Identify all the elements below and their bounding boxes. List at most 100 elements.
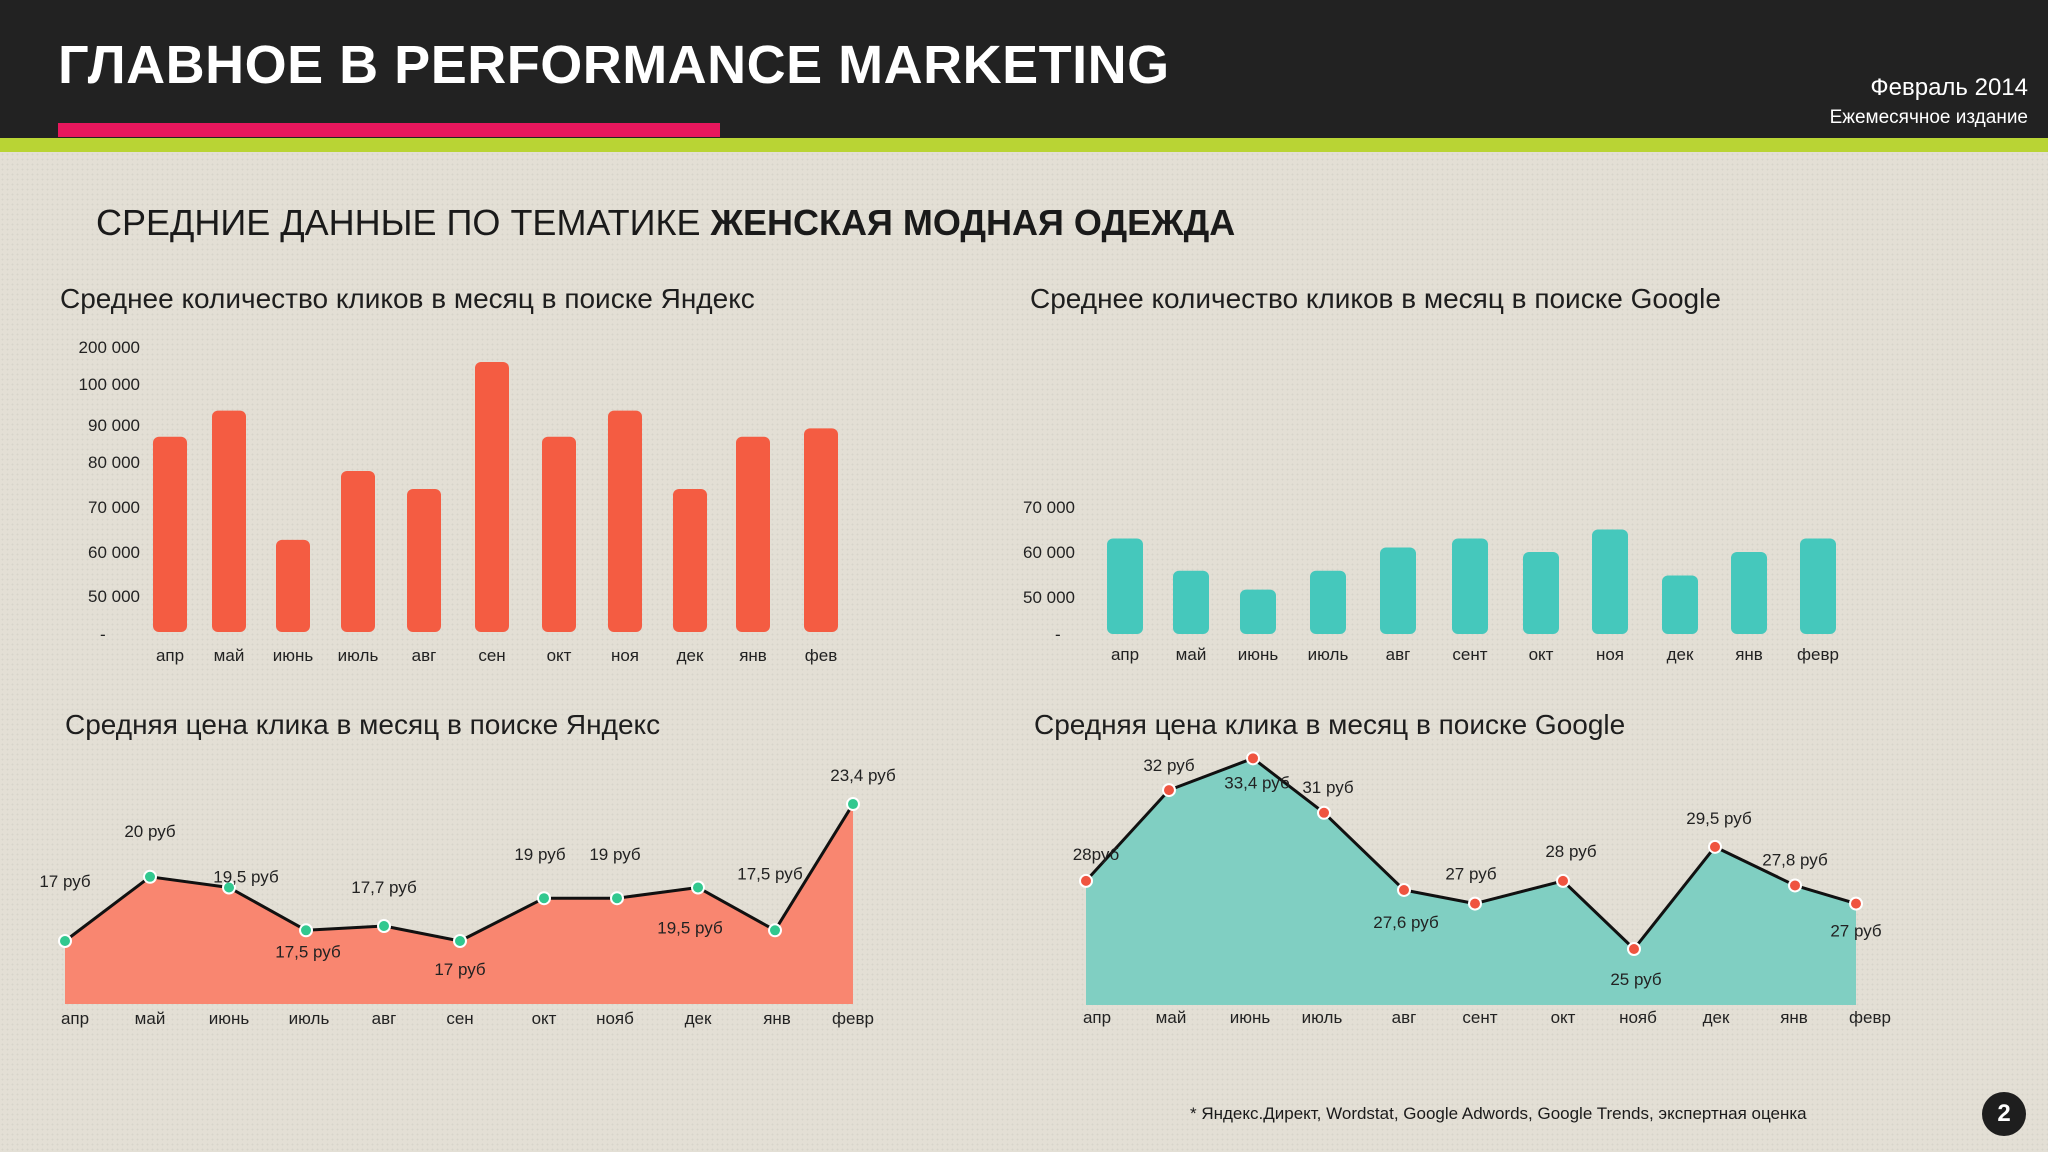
x-tick-label: май bbox=[1176, 645, 1207, 664]
x-tick-label: фев bbox=[805, 646, 837, 665]
bar bbox=[1173, 570, 1209, 634]
x-tick-label: апр bbox=[61, 1009, 89, 1028]
data-label: 19 руб bbox=[514, 845, 566, 864]
x-tick-label: сент bbox=[1452, 645, 1487, 664]
data-point bbox=[1849, 896, 1863, 911]
bar bbox=[153, 436, 187, 632]
data-point bbox=[222, 880, 236, 895]
x-tick-label: май bbox=[1156, 1008, 1187, 1027]
bar bbox=[1523, 552, 1559, 634]
x-tick-label: окт bbox=[1529, 645, 1554, 664]
x-tick-label: апр bbox=[1111, 645, 1139, 664]
x-tick-label: май bbox=[135, 1009, 166, 1028]
bar bbox=[1310, 570, 1346, 634]
data-label: 17,5 руб bbox=[737, 864, 803, 883]
bar bbox=[1592, 529, 1628, 634]
y-tick-label: 60 000 bbox=[88, 543, 140, 562]
y-tick-label: 80 000 bbox=[88, 453, 140, 472]
data-point bbox=[1627, 942, 1641, 956]
x-tick-label: сен bbox=[478, 646, 505, 665]
data-label: 29,5 руб bbox=[1686, 809, 1752, 828]
data-label: 19,5 руб bbox=[213, 868, 279, 887]
data-point bbox=[58, 934, 72, 948]
yandex-cpc-title: Средняя цена клика в месяц в поиске Янде… bbox=[65, 709, 661, 740]
x-tick-label: май bbox=[214, 646, 245, 665]
header-bar: ГЛАВНОЕ В PERFORMANCE MARKETING Февраль … bbox=[0, 0, 2048, 138]
data-label: 28 руб bbox=[1545, 842, 1597, 861]
bar bbox=[1731, 552, 1767, 634]
data-point bbox=[1556, 873, 1570, 888]
data-label: 28руб bbox=[1073, 845, 1120, 864]
bar bbox=[804, 428, 838, 632]
x-tick-label: окт bbox=[547, 646, 572, 665]
sources-footnote: * Яндекс.Директ, Wordstat, Google Adword… bbox=[1190, 1104, 1807, 1123]
bar bbox=[1240, 589, 1276, 634]
data-point bbox=[691, 880, 705, 895]
data-label: 27 руб bbox=[1830, 922, 1882, 941]
data-label: 27,6 руб bbox=[1373, 913, 1439, 932]
data-label: 17,5 руб bbox=[275, 942, 341, 961]
data-point bbox=[1317, 805, 1331, 820]
data-label: 33,4 руб bbox=[1224, 773, 1290, 792]
section-heading-regular: СРЕДНИЕ ДАННЫЕ ПО ТЕМАТИКЕ bbox=[96, 202, 711, 243]
bar bbox=[407, 489, 441, 632]
bar bbox=[475, 362, 509, 632]
section-heading-bold: ЖЕНСКАЯ МОДНАЯ ОДЕЖДА bbox=[710, 202, 1236, 243]
x-tick-label: янв bbox=[763, 1009, 791, 1028]
data-point bbox=[1468, 896, 1482, 911]
x-tick-label: окт bbox=[532, 1009, 557, 1028]
x-tick-label: июль bbox=[1308, 645, 1349, 664]
bar bbox=[1452, 538, 1488, 634]
data-label: 20 руб bbox=[124, 822, 176, 841]
data-point bbox=[610, 891, 624, 906]
x-tick-label: дек bbox=[685, 1009, 712, 1028]
data-point bbox=[537, 891, 551, 906]
y-tick-label: 50 000 bbox=[1023, 588, 1075, 607]
bar bbox=[1380, 547, 1416, 634]
title-accent-bar bbox=[58, 123, 720, 137]
section-heading: СРЕДНИЕ ДАННЫЕ ПО ТЕМАТИКЕ ЖЕНСКАЯ МОДНА… bbox=[96, 202, 1235, 244]
issue-type: Ежемесячное издание bbox=[1829, 107, 2028, 128]
data-label: 19 руб bbox=[589, 845, 641, 864]
x-tick-label: апр bbox=[156, 646, 184, 665]
data-label: 17,7 руб bbox=[351, 878, 417, 897]
bar bbox=[673, 489, 707, 632]
google-cpc-title: Средняя цена клика в месяц в поиске Goog… bbox=[1034, 709, 1626, 740]
page-title: ГЛАВНОЕ В PERFORMANCE MARKETING bbox=[58, 35, 1170, 95]
x-tick-label: дек bbox=[677, 646, 704, 665]
x-tick-label: дек bbox=[1667, 645, 1694, 664]
google-clicks-title: Среднее количество кликов в месяц в поис… bbox=[1030, 283, 1721, 314]
x-tick-label: нояб bbox=[596, 1009, 634, 1028]
page-number-badge: 2 bbox=[1982, 1092, 2026, 1136]
y-tick-label: 200 000 bbox=[79, 338, 140, 357]
data-point bbox=[143, 869, 157, 884]
data-label: 19,5 руб bbox=[657, 919, 723, 938]
x-tick-label: июль bbox=[1302, 1008, 1343, 1027]
bar bbox=[276, 539, 310, 632]
x-tick-label: авг bbox=[372, 1009, 397, 1028]
x-tick-label: февр bbox=[1797, 645, 1839, 664]
data-label: 23,4 руб bbox=[830, 766, 896, 785]
bar bbox=[1662, 575, 1698, 634]
x-tick-label: июнь bbox=[209, 1009, 250, 1028]
data-label: 25 руб bbox=[1610, 970, 1662, 989]
issue-date: Февраль 2014 bbox=[1870, 74, 2028, 101]
data-point bbox=[1397, 882, 1411, 897]
x-tick-label: окт bbox=[1551, 1008, 1576, 1027]
area-fill bbox=[1086, 758, 1856, 1005]
data-label: 31 руб bbox=[1302, 778, 1354, 797]
x-tick-label: сент bbox=[1462, 1008, 1497, 1027]
data-label: 17 руб bbox=[434, 960, 486, 979]
x-tick-label: дек bbox=[1703, 1008, 1730, 1027]
x-tick-label: сен bbox=[446, 1009, 473, 1028]
x-tick-label: февр bbox=[1849, 1008, 1891, 1027]
bar bbox=[608, 410, 642, 632]
bar bbox=[542, 436, 576, 632]
data-point bbox=[377, 919, 391, 934]
y-tick-label: 50 000 bbox=[88, 587, 140, 606]
bar bbox=[736, 436, 770, 632]
x-tick-label: февр bbox=[832, 1009, 874, 1028]
x-tick-label: июль bbox=[289, 1009, 330, 1028]
data-point bbox=[1788, 878, 1802, 893]
